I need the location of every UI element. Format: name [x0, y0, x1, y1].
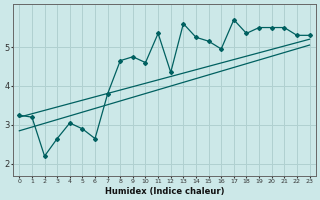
X-axis label: Humidex (Indice chaleur): Humidex (Indice chaleur) [105, 187, 224, 196]
